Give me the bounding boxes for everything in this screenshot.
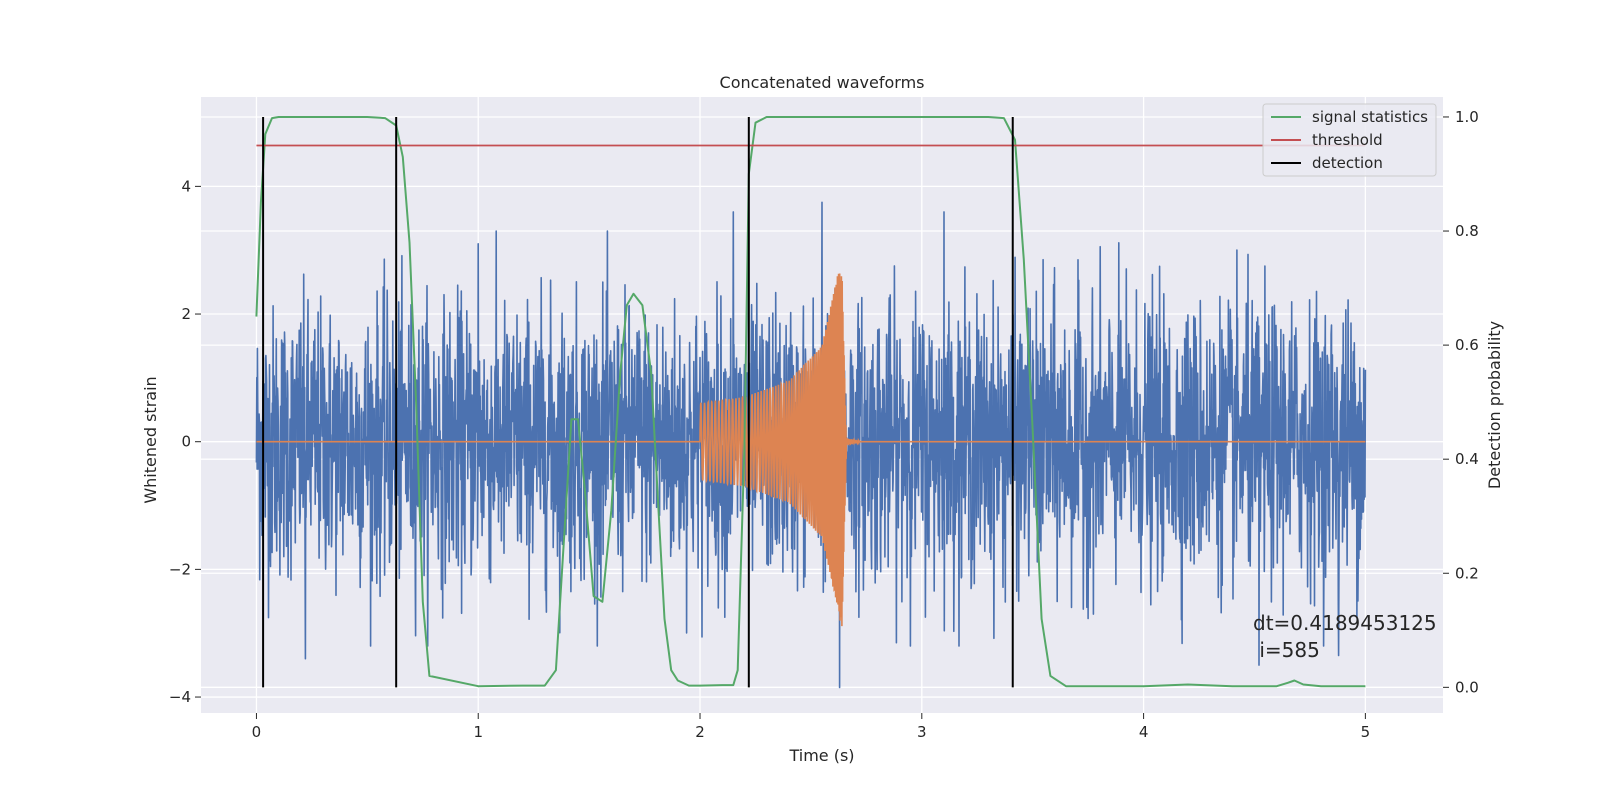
injection-layer xyxy=(256,273,1366,627)
y-axis-label: Whitened strain xyxy=(141,376,160,503)
x-tick-label: 1 xyxy=(473,723,483,741)
y-tick-label: 2 xyxy=(181,305,191,323)
y-tick-label: 4 xyxy=(181,177,191,195)
detection-layer xyxy=(262,116,1014,688)
y2-tick-label: 0.2 xyxy=(1455,564,1479,582)
x-tick-label: 0 xyxy=(252,723,262,741)
injected-waveform-line xyxy=(256,273,1366,627)
y2-tick-label: 0.6 xyxy=(1455,336,1479,354)
y2-tick-label: 1.0 xyxy=(1455,108,1479,126)
signal-statistics-layer xyxy=(255,116,1366,688)
axes-layer: 0 1 2 3 4 5 −4 −2 0 2 4 0.0 0.2 0.4 0.6 0.8 1.0 xyxy=(169,108,1479,741)
x-tick-label: 5 xyxy=(1361,723,1371,741)
chart-title: Concatenated waveforms xyxy=(720,73,925,92)
y2-tick-label: 0.8 xyxy=(1455,222,1479,240)
y2-tick-label: 0.0 xyxy=(1455,678,1479,696)
y2-axis-label: Detection probability xyxy=(1485,321,1504,489)
annotation-dt: dt=0.4189453125 xyxy=(1253,611,1437,635)
y2-tick-label: 0.4 xyxy=(1455,450,1479,468)
legend-box xyxy=(1262,103,1437,177)
signal-statistics-line xyxy=(255,116,1366,688)
x-axis-label: Time (s) xyxy=(788,746,854,765)
annotation-index: i=585 xyxy=(1253,638,1320,662)
y-tick-label: −4 xyxy=(169,688,191,706)
legend-label: detection xyxy=(1312,154,1383,172)
legend-label: signal statistics xyxy=(1312,108,1428,126)
y-tick-label: 0 xyxy=(181,433,191,451)
x-tick-label: 4 xyxy=(1139,723,1149,741)
legend-label: threshold xyxy=(1312,131,1383,149)
x-tick-label: 2 xyxy=(695,723,705,741)
legend: signal statistics threshold detection xyxy=(1262,103,1437,177)
x-tick-label: 3 xyxy=(917,723,927,741)
y-tick-label: −2 xyxy=(169,560,191,578)
